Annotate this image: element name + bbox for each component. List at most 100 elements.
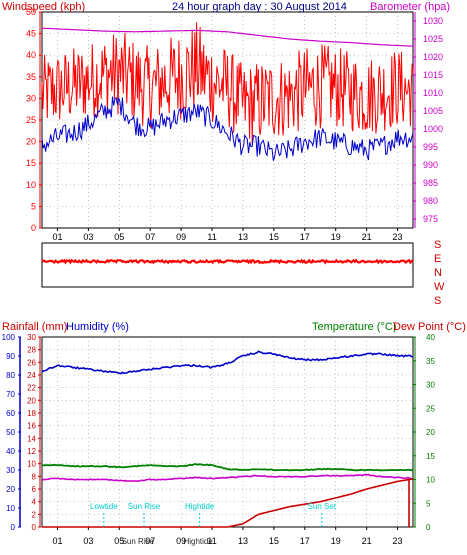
bottom-x-tick-label: 11 bbox=[207, 536, 216, 546]
top-right-tick-label: 1010 bbox=[423, 88, 443, 98]
rainfall-tick-label: 12 bbox=[27, 447, 36, 456]
top-right-tick-label: 990 bbox=[423, 160, 438, 170]
top-left-tick-label: 45 bbox=[26, 29, 36, 39]
top-x-tick-label: 11 bbox=[207, 232, 216, 242]
rainfall-tick-label: 14 bbox=[27, 434, 36, 443]
bottom-right-axis-label-2: Dew Point (°C) bbox=[393, 321, 466, 333]
humidity-tick-label: 10 bbox=[6, 504, 15, 513]
bottom-x-tick-label: 03 bbox=[83, 536, 93, 546]
top-right-tick-label: 985 bbox=[423, 178, 438, 188]
top-plot-frame bbox=[41, 11, 414, 229]
top-x-tick-label: 19 bbox=[331, 232, 341, 242]
rainfall-tick-label: 0 bbox=[32, 523, 37, 532]
top-left-tick-label: 40 bbox=[26, 50, 36, 60]
top-grid bbox=[42, 12, 413, 228]
top-right-tick-label: 975 bbox=[423, 214, 438, 224]
humidity-tick-label: 80 bbox=[6, 371, 15, 380]
temperature-tick-label: 25 bbox=[426, 404, 435, 413]
humidity-tick-label: 90 bbox=[6, 352, 15, 361]
rainfall-tick-label: 8 bbox=[32, 472, 37, 481]
rainfall-tick-label: 16 bbox=[27, 422, 36, 431]
rainfall-tick-label: 20 bbox=[27, 396, 36, 405]
humidity-tick-label: 50 bbox=[6, 428, 15, 437]
rainfall-tick-label: 28 bbox=[27, 346, 36, 355]
top-x-tick-label: 15 bbox=[269, 232, 279, 242]
bottom-x-tick-label: 19 bbox=[331, 536, 341, 546]
event-axis-overlay-label: Sun Rise bbox=[122, 537, 155, 546]
event-label: Sun Rise bbox=[128, 502, 161, 511]
bottom-x-tick-label: 05 bbox=[114, 536, 124, 546]
top-x-tick-label: 03 bbox=[83, 232, 93, 242]
direction-label-e: E bbox=[434, 253, 441, 265]
bottom-plot-frame bbox=[41, 336, 414, 528]
direction-label-n: N bbox=[434, 267, 442, 279]
event-label: Hightide bbox=[185, 502, 215, 511]
bottom-series bbox=[41, 350, 414, 528]
humidity-tick-label: 30 bbox=[6, 466, 15, 475]
temperature-tick-label: 15 bbox=[426, 452, 435, 461]
top-left-axis-label: Windspeed (kph) bbox=[2, 1, 85, 13]
windspeed-gust-line bbox=[41, 22, 414, 144]
wind-direction-trace bbox=[41, 258, 414, 265]
top-left-tick-label: 50 bbox=[26, 7, 36, 17]
top-x-tick-label: 09 bbox=[176, 232, 186, 242]
average-windspeed-line bbox=[41, 96, 414, 161]
top-left-tick-label: 25 bbox=[26, 115, 36, 125]
humidity-tick-label: 60 bbox=[6, 409, 15, 418]
bottom-x-tick-label: 01 bbox=[52, 536, 62, 546]
rainfall-tick-label: 4 bbox=[32, 498, 37, 507]
top-right-tick-label: 1005 bbox=[423, 106, 443, 116]
top-x-tick-label: 01 bbox=[52, 232, 62, 242]
direction-label-s: S bbox=[434, 295, 441, 307]
rainfall-tick-label: 26 bbox=[27, 358, 36, 367]
top-x-tick-label: 21 bbox=[362, 232, 372, 242]
top-left-tick-label: 0 bbox=[31, 223, 36, 233]
bottom-x-tick-label: 23 bbox=[393, 536, 403, 546]
top-axes: 0510152025303540455097598098599099510001… bbox=[26, 7, 443, 242]
barometer-line bbox=[41, 27, 414, 47]
top-right-tick-label: 995 bbox=[423, 142, 438, 152]
temperature-line bbox=[41, 463, 414, 472]
chart-title: 24 hour graph day : 30 August 2014 bbox=[172, 1, 347, 13]
top-right-tick-label: 1030 bbox=[423, 16, 443, 26]
humidity-tick-label: 100 bbox=[2, 333, 16, 342]
top-series bbox=[41, 22, 414, 161]
top-left-tick-label: 5 bbox=[31, 201, 36, 211]
dewpoint-line bbox=[41, 473, 413, 483]
bottom-x-tick-label: 15 bbox=[269, 536, 279, 546]
bottom-axes: 0102030405060708090100024681012141618202… bbox=[2, 333, 436, 546]
temperature-tick-label: 30 bbox=[426, 381, 435, 390]
humidity-tick-label: 70 bbox=[6, 390, 15, 399]
event-annotations: Lowtide Sun Rise Hightide Sun Set Sun Rise Hi… bbox=[90, 502, 337, 546]
direction-label-w: W bbox=[434, 281, 445, 293]
bottom-x-tick-label: 17 bbox=[300, 536, 310, 546]
rainfall-tick-label: 22 bbox=[27, 384, 36, 393]
event-label: Sun Set bbox=[308, 502, 337, 511]
top-x-tick-label: 13 bbox=[238, 232, 248, 242]
top-left-tick-label: 10 bbox=[26, 180, 36, 190]
temperature-tick-label: 10 bbox=[426, 476, 435, 485]
top-right-tick-label: 1025 bbox=[423, 34, 443, 44]
direction-plot-frame bbox=[41, 242, 414, 288]
top-right-axis-label: Barometer (hpa) bbox=[370, 1, 450, 13]
bottom-x-tick-label: 13 bbox=[238, 536, 248, 546]
top-x-tick-label: 17 bbox=[300, 232, 310, 242]
rainfall-tick-label: 10 bbox=[27, 460, 36, 469]
top-x-tick-label: 07 bbox=[145, 232, 155, 242]
humidity-tick-label: 0 bbox=[11, 523, 16, 532]
event-axis-overlay-label: Hightide bbox=[183, 537, 213, 546]
top-left-tick-label: 30 bbox=[26, 93, 36, 103]
humidity-tick-label: 20 bbox=[6, 485, 15, 494]
rainfall-tick-label: 2 bbox=[32, 510, 37, 519]
bottom-x-tick-label: 07 bbox=[145, 536, 155, 546]
humidity-line bbox=[41, 350, 414, 375]
temperature-tick-label: 5 bbox=[426, 499, 431, 508]
bottom-x-tick-label: 09 bbox=[176, 536, 186, 546]
top-x-tick-label: 05 bbox=[114, 232, 124, 242]
temperature-tick-label: 40 bbox=[426, 333, 435, 342]
event-label: Lowtide bbox=[90, 502, 118, 511]
top-right-tick-label: 1000 bbox=[423, 124, 443, 134]
